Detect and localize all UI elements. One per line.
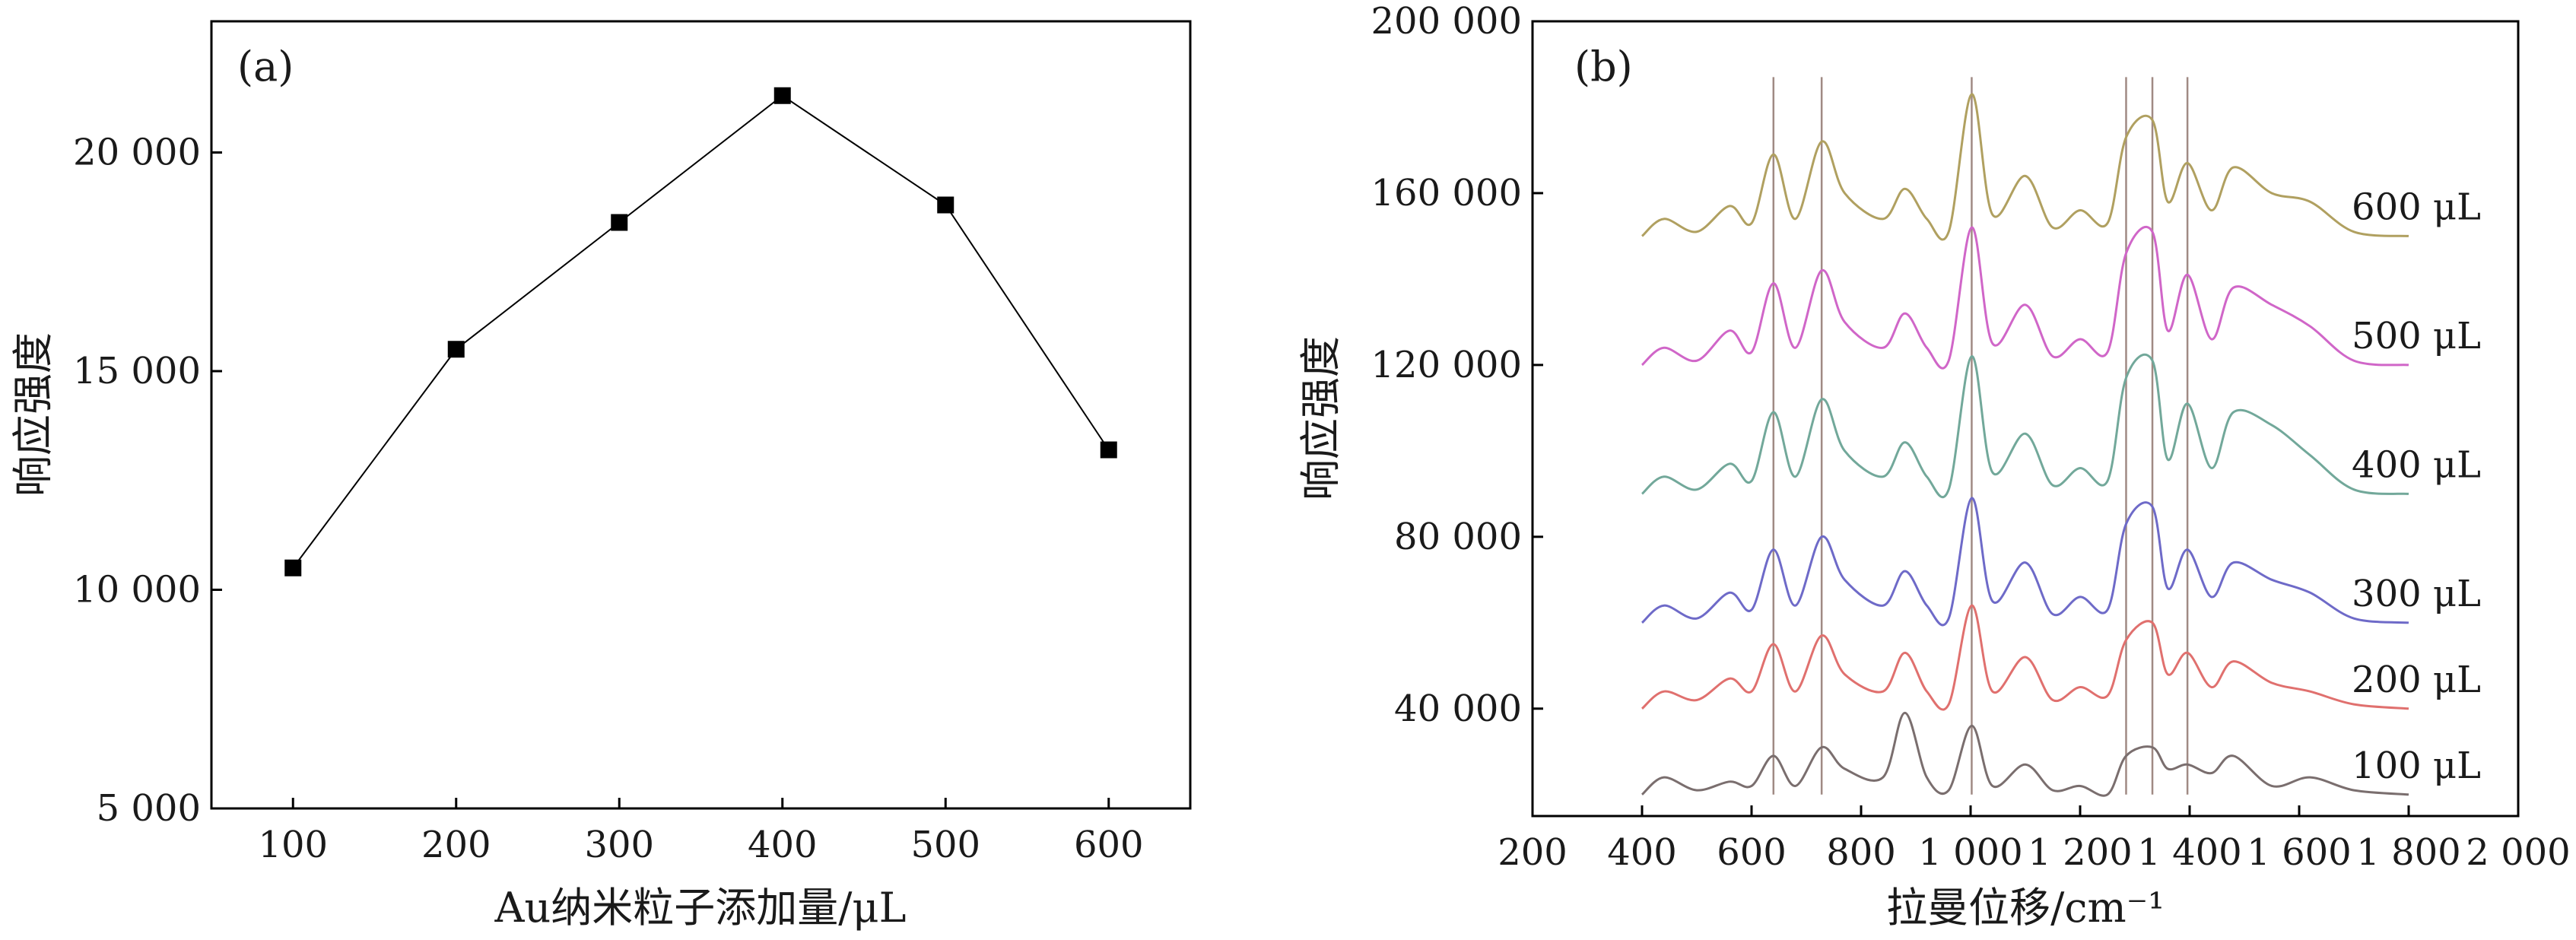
x-tick-label-b: 1 200 — [2028, 831, 2132, 874]
data-point-a — [1100, 441, 1117, 459]
y-tick-label-a: 5 000 — [97, 787, 201, 830]
panel-label-b: (b) — [1574, 43, 1633, 91]
y-tick-label-b: 120 000 — [1371, 344, 1523, 386]
x-tick-label-b: 1 600 — [2247, 831, 2351, 874]
y-tick-label-b: 160 000 — [1371, 172, 1523, 214]
series-a — [284, 87, 1117, 576]
x-tick-label-b: 1 000 — [1918, 831, 2022, 874]
x-axis-label-a: Au纳米粒子添加量/μL — [494, 884, 907, 932]
data-point-a — [611, 214, 628, 231]
x-tick-label-a: 400 — [748, 824, 818, 866]
x-tick-label-b: 800 — [1826, 831, 1896, 874]
y-axis-label-a: 响应强度 — [9, 332, 57, 497]
series-label: 600 μL — [2352, 186, 2481, 228]
x-tick-label-a: 300 — [584, 824, 654, 866]
series-label: 100 μL — [2352, 745, 2481, 787]
chart-panel-b: (b) 40 000 80 000 120 000 160 000 200 000 20… — [1297, 0, 2571, 932]
y-axis-ticks-b: 40 000 80 000 120 000 160 000 200 000 — [1371, 0, 1543, 730]
x-axis-ticks-b: 200 400 600 800 1 000 1 200 1 400 1 600 1 800 2 0… — [1498, 805, 2571, 874]
plot-frame-b — [1531, 20, 2520, 818]
reference-lines-b — [1772, 77, 2189, 795]
data-point-a — [447, 341, 465, 358]
x-tick-label-a: 600 — [1074, 824, 1144, 866]
series-line-a — [292, 94, 1110, 569]
x-axis-ticks-a: 100 200 300 400 500 600 — [258, 798, 1144, 866]
spectrum-line — [1641, 93, 2409, 241]
x-tick-label-b: 200 — [1498, 831, 1568, 874]
y-tick-label-a: 10 000 — [73, 569, 201, 611]
y-tick-label-b: 40 000 — [1394, 688, 1522, 730]
data-point-a — [284, 559, 302, 576]
series-b — [1641, 93, 2409, 797]
x-tick-label-a: 200 — [421, 824, 491, 866]
series-label: 500 μL — [2352, 315, 2481, 357]
y-tick-label-b: 200 000 — [1371, 0, 1523, 43]
series-label: 400 μL — [2352, 443, 2481, 486]
x-tick-label-b: 1 800 — [2356, 831, 2460, 874]
spectrum-line — [1641, 604, 2409, 711]
x-axis-label-b: 拉曼位移/cm⁻¹ — [1886, 884, 2165, 932]
spectrum-line — [1641, 711, 2409, 797]
plot-frame-a — [210, 20, 1192, 810]
x-tick-label-a: 100 — [258, 824, 328, 866]
data-point-a — [937, 196, 954, 214]
panel-label-a: (a) — [237, 43, 294, 91]
chart-panel-a: (a) 5 000 10 000 15 000 20 000 100 200 300 400… — [9, 20, 1192, 932]
y-tick-label-a: 20 000 — [73, 132, 201, 174]
y-tick-label-a: 15 000 — [73, 350, 201, 392]
x-tick-label-b: 1 400 — [2137, 831, 2241, 874]
series-label: 200 μL — [2352, 659, 2481, 701]
data-point-a — [773, 87, 791, 104]
spectrum-line — [1641, 353, 2409, 498]
y-tick-label-b: 80 000 — [1394, 516, 1522, 558]
x-tick-label-b: 600 — [1717, 831, 1787, 874]
series-labels-b: 100 μL 200 μL 300 μL 400 μL 500 μL 600 μL — [2352, 186, 2481, 786]
spectrum-line — [1641, 225, 2409, 370]
x-tick-label-b: 400 — [1607, 831, 1677, 874]
series-label: 300 μL — [2352, 573, 2481, 615]
x-tick-label-b: 2 000 — [2466, 831, 2570, 874]
y-axis-ticks-a: 5 000 10 000 15 000 20 000 — [73, 132, 222, 830]
x-tick-label-a: 500 — [910, 824, 980, 866]
spectrum-line — [1641, 497, 2409, 627]
y-axis-label-b: 响应强度 — [1297, 336, 1345, 500]
